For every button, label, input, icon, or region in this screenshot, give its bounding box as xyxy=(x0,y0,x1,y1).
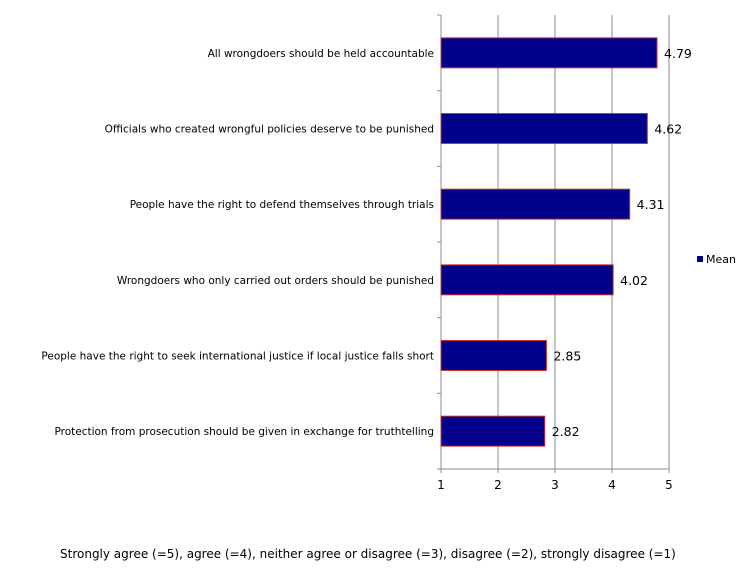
data-labels: 4.79 4.62 4.31 4.02 2.85 2.82 xyxy=(552,46,692,439)
category-label-5: People have the right to seek internatio… xyxy=(41,351,434,363)
bar-6 xyxy=(440,415,546,447)
bar-5 xyxy=(440,340,547,371)
data-label-4: 4.02 xyxy=(620,273,648,288)
category-label-1: All wrongdoers should be held accountabl… xyxy=(208,48,434,60)
x-tick-label-3: 3 xyxy=(551,478,559,492)
scale-footnote: Strongly agree (=5), agree (=4), neither… xyxy=(60,547,676,561)
bar-4 xyxy=(440,264,614,296)
category-label-4: Wrongdoers who only carried out orders s… xyxy=(117,275,434,287)
category-label-6: Protection from prosecution should be gi… xyxy=(54,426,434,438)
data-label-1: 4.79 xyxy=(664,46,692,61)
data-label-5: 2.85 xyxy=(553,349,581,364)
bar-2 xyxy=(440,113,648,144)
bars xyxy=(440,37,658,447)
legend: Mean xyxy=(697,253,736,266)
x-tick-label-1: 1 xyxy=(437,478,445,492)
x-tick-labels: 1 2 3 4 5 xyxy=(437,478,673,492)
gridlines xyxy=(497,15,670,469)
axes xyxy=(437,14,670,473)
data-label-2: 4.62 xyxy=(654,122,682,137)
category-label-3: People have the right to defend themselv… xyxy=(130,199,434,211)
x-tick-label-5: 5 xyxy=(665,478,673,492)
x-tick-label-2: 2 xyxy=(494,478,502,492)
legend-label-mean: Mean xyxy=(706,253,736,266)
bar-chart: All wrongdoers should be held accountabl… xyxy=(41,14,736,492)
data-label-3: 4.31 xyxy=(637,197,665,212)
category-label-2: Officials who created wrongful policies … xyxy=(105,124,434,136)
bar-3 xyxy=(440,188,631,220)
bar-1 xyxy=(440,37,658,69)
legend-swatch-mean xyxy=(697,256,703,262)
category-labels: All wrongdoers should be held accountabl… xyxy=(41,48,434,438)
data-label-6: 2.82 xyxy=(552,424,580,439)
x-tick-label-4: 4 xyxy=(608,478,616,492)
